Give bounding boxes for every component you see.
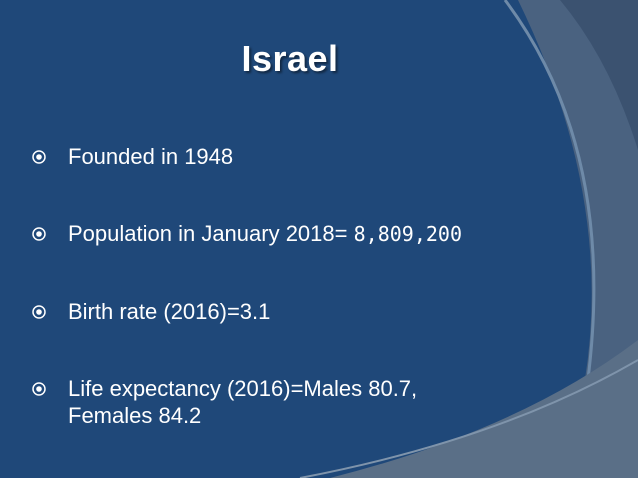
bullet-text: Birth rate (2016)=3.1: [68, 299, 271, 324]
bullet-text: Population in January 2018= 8,809,200: [68, 220, 548, 248]
population-value: 8,809,200: [353, 222, 462, 246]
circle-dot-icon: [32, 150, 46, 164]
bullet-text: Life expectancy (2016)=Males 80.7, Female…: [68, 375, 548, 429]
life-expectancy-line-1: Life expectancy (2016)=Males 80.7,: [68, 376, 418, 401]
circle-dot-icon: [32, 227, 46, 241]
slide-title: Israel: [241, 38, 339, 79]
circle-dot-icon: [32, 305, 46, 319]
life-expectancy-line-2: Females 84.2: [68, 403, 202, 428]
circle-dot-icon: [32, 382, 46, 396]
bullet-text: Founded in 1948: [68, 144, 234, 169]
population-label: Population in January 2018=: [68, 221, 348, 246]
